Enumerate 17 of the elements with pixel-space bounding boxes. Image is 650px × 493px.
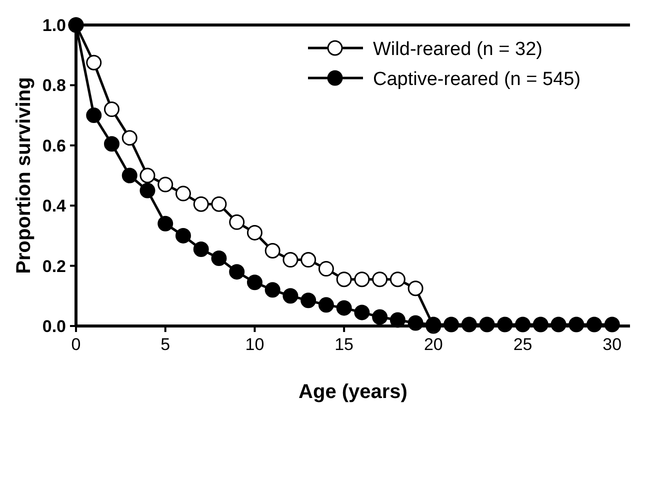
- legend-label: Wild-reared (n = 32): [373, 39, 542, 60]
- x-tick-label: 25: [513, 335, 532, 354]
- x-tick-label: 30: [602, 335, 622, 354]
- x-tick-label: 20: [424, 335, 443, 354]
- x-tick-label: 5: [160, 335, 170, 354]
- legend-label: Captive-reared (n = 545): [373, 69, 581, 90]
- y-tick-label: 0.4: [42, 196, 67, 216]
- x-tick-label: 0: [71, 335, 81, 354]
- y-tick-label: 0.2: [42, 256, 66, 276]
- y-tick-label: 0.8: [42, 76, 66, 96]
- y-axis-title: Proportion surviving: [13, 77, 35, 274]
- x-tick-label: 10: [245, 335, 264, 354]
- x-tick-label: 15: [334, 335, 354, 354]
- x-axis-title: Age (years): [298, 381, 408, 403]
- y-tick-label: 1.0: [42, 16, 66, 35]
- y-tick-label: 0.0: [42, 317, 66, 336]
- y-tick-label: 0.6: [42, 136, 66, 156]
